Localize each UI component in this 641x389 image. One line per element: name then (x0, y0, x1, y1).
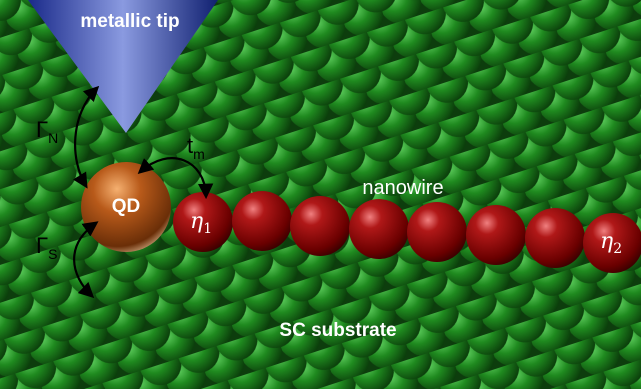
dot-label: QD (112, 196, 141, 217)
symbol: η (600, 229, 613, 254)
symbol: η (190, 209, 203, 234)
subscript: m (193, 146, 205, 162)
atom (290, 196, 350, 256)
subscript: S (48, 246, 57, 262)
subscript: 1 (203, 221, 212, 237)
atom (525, 208, 585, 268)
substrate-label: SC substrate (279, 320, 396, 341)
atom (407, 202, 467, 262)
tip-label: metallic tip (80, 11, 179, 32)
symbol: Γ (36, 117, 48, 142)
symbol: Γ (36, 233, 48, 258)
atom (232, 191, 292, 251)
subscript: N (48, 130, 58, 146)
diagram: metallic tip QD ΓN ΓS tm η1 η2 nanowire … (0, 0, 641, 389)
wire-label: nanowire (362, 177, 443, 199)
atom (466, 205, 526, 265)
atom (349, 199, 409, 259)
subscript: 2 (613, 241, 622, 257)
